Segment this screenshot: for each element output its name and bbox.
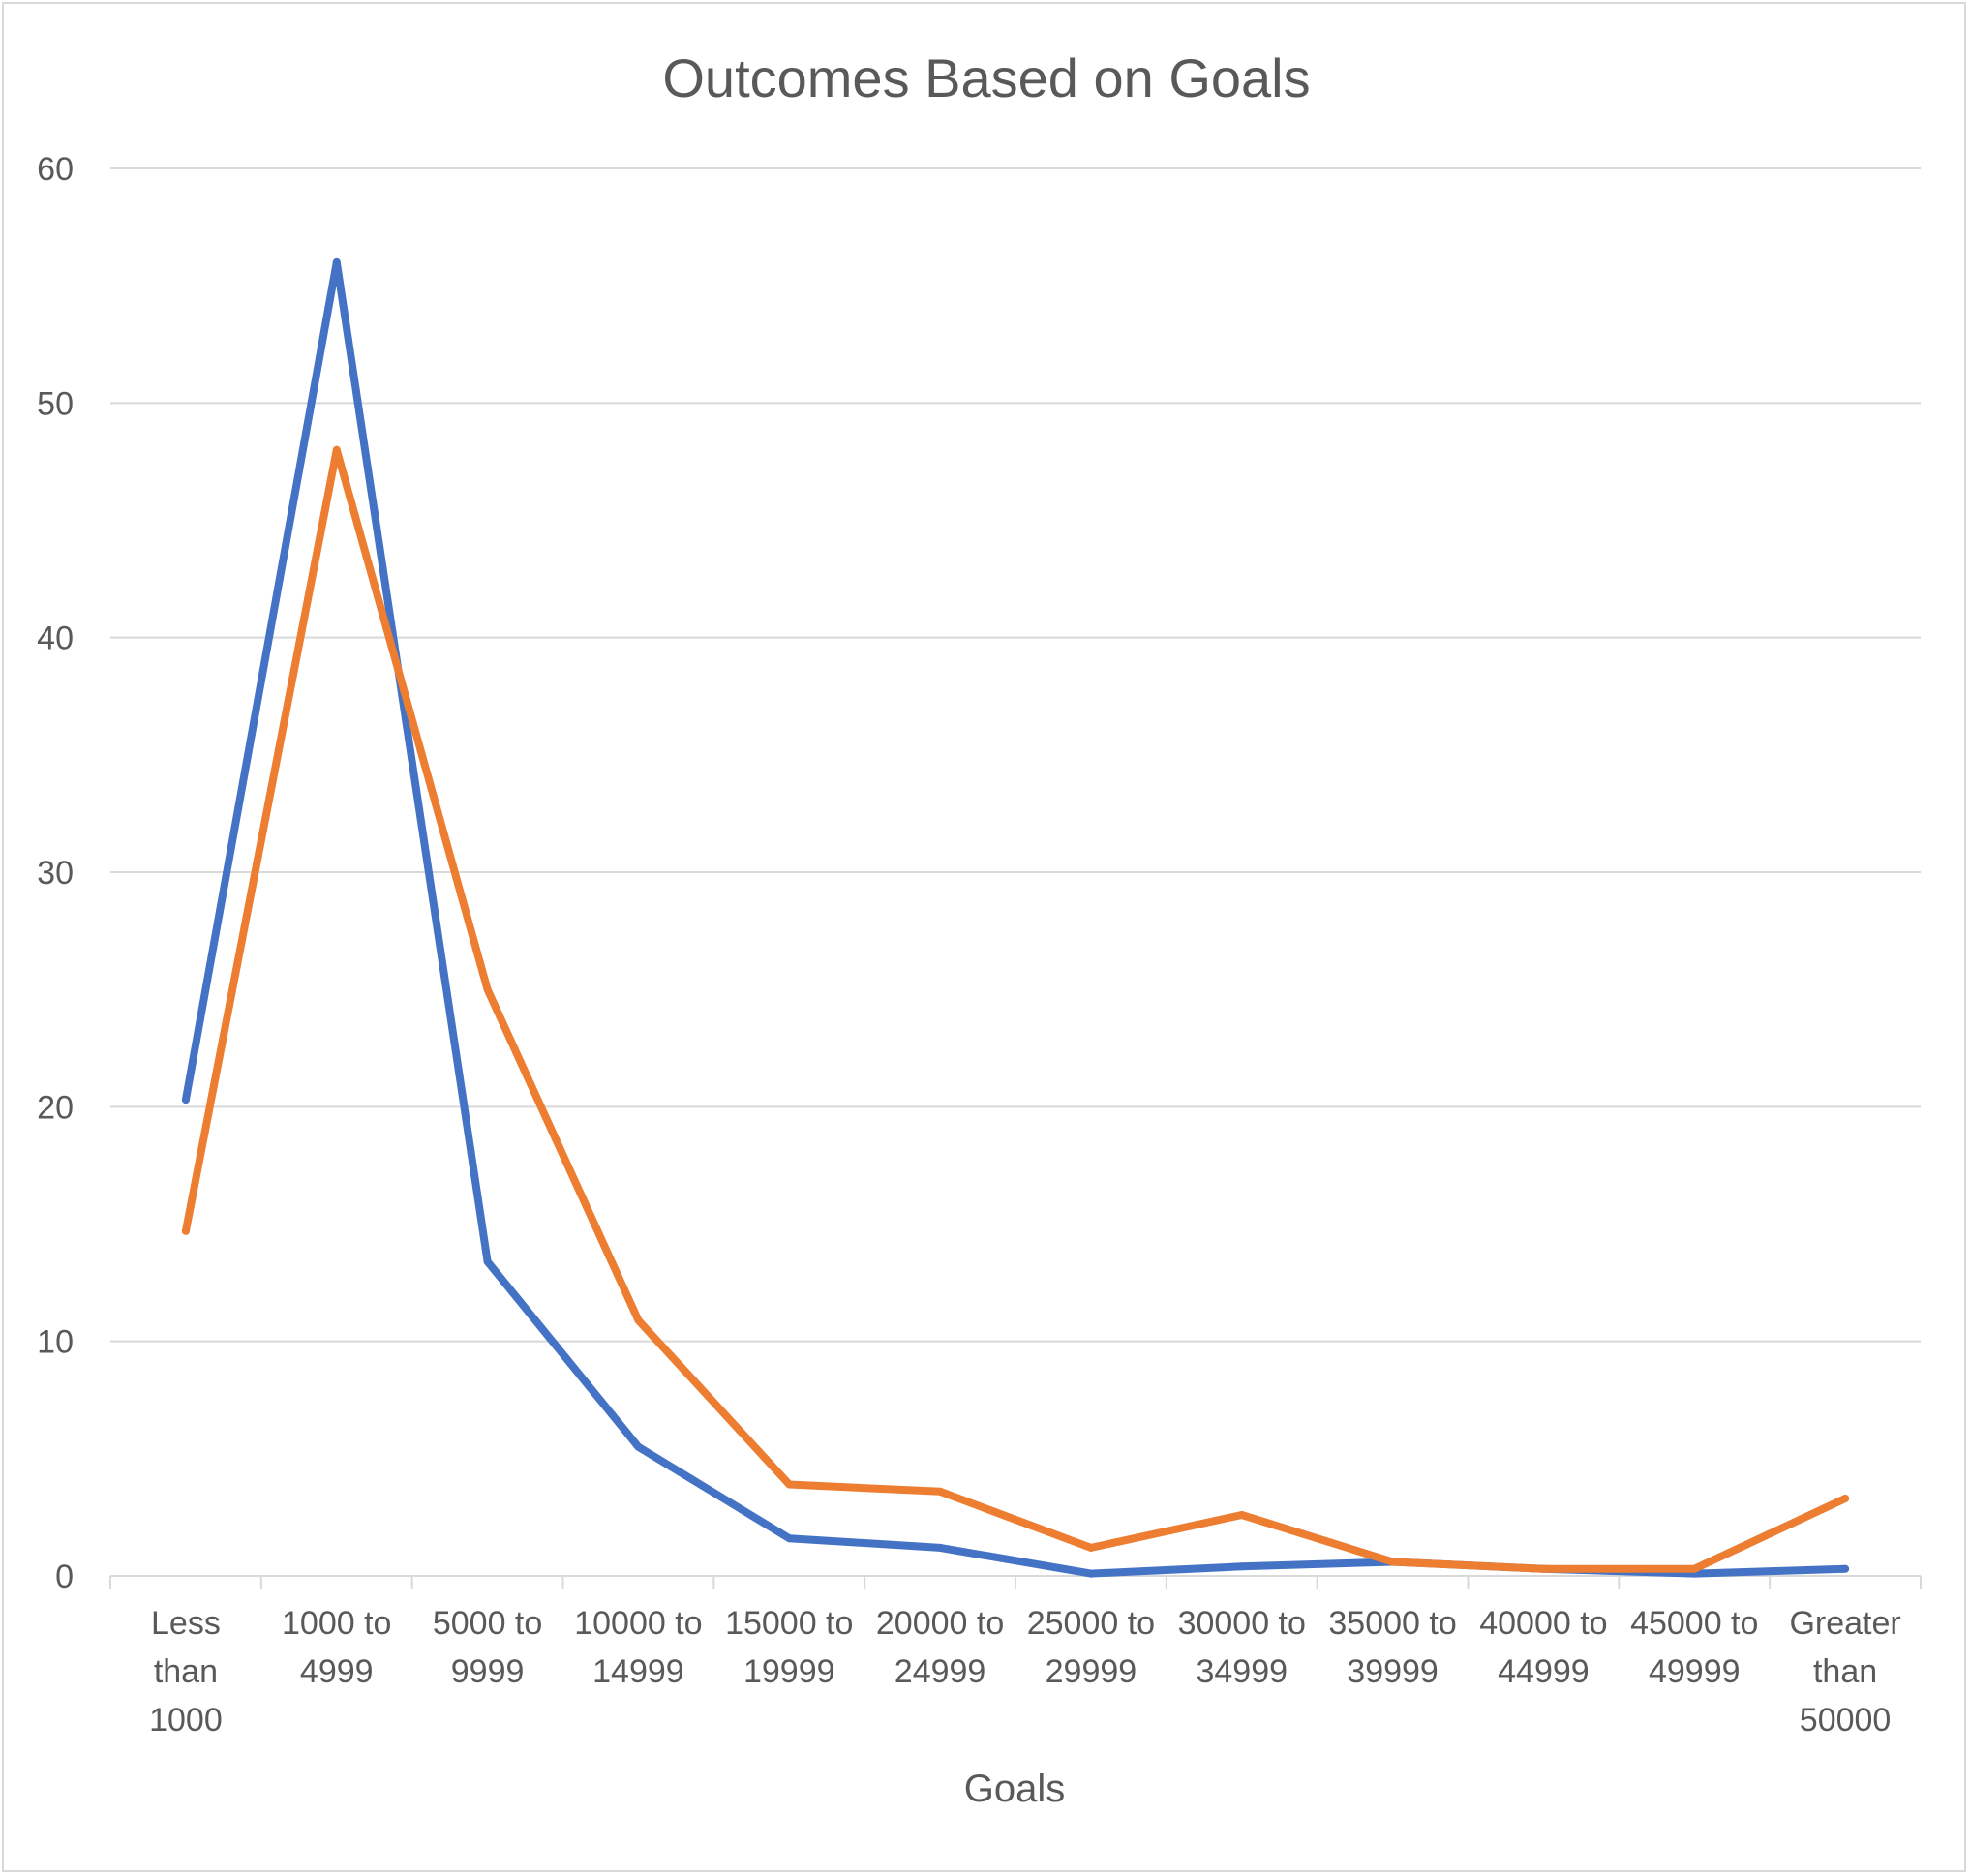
x-tick-label-line: 29999: [1046, 1653, 1137, 1690]
x-tick-label-line: than: [1813, 1653, 1877, 1690]
x-tick-label-line: 20000 to: [876, 1605, 1004, 1642]
x-tick-label-line: 9999: [451, 1653, 525, 1690]
x-tick-label-line: than: [154, 1653, 218, 1690]
data-point: [936, 1487, 945, 1496]
y-tick-label: 10: [37, 1324, 74, 1361]
data-point: [1237, 1562, 1246, 1571]
gridlines: [110, 167, 1921, 1343]
x-tick-label: 5000 to 9999: [433, 1605, 542, 1690]
x-tick-label: Greater than 50000: [1789, 1605, 1900, 1739]
x-tick-label: Less than 1000: [149, 1605, 223, 1739]
x-tick-label-line: 19999: [743, 1653, 835, 1690]
x-tick-label-line: 24999: [894, 1653, 986, 1690]
y-tick-label: 0: [55, 1558, 74, 1595]
data-point: [332, 257, 341, 266]
data-point: [332, 445, 341, 454]
data-point: [634, 1442, 643, 1451]
data-point: [1539, 1564, 1548, 1573]
series-line-2: [181, 445, 1850, 1573]
x-tick-label: 1000 to 4999: [282, 1605, 391, 1690]
data-point: [785, 1480, 794, 1489]
x-tick-label: 30000 to 34999: [1178, 1605, 1306, 1690]
x-tick-label: 25000 to 29999: [1027, 1605, 1155, 1690]
x-axis: [109, 1575, 1922, 1589]
x-tick-label: 45000 to 49999: [1630, 1605, 1758, 1690]
x-tick-label-line: 4999: [300, 1653, 374, 1690]
series-lines: [181, 257, 1850, 1578]
x-tick-label-line: 1000 to: [282, 1605, 391, 1642]
data-point: [1388, 1558, 1397, 1566]
data-point: [181, 1096, 190, 1104]
x-tick-label-line: 35000 to: [1328, 1605, 1456, 1642]
chart-title: Outcomes Based on Goals: [662, 47, 1310, 108]
y-tick-label: 30: [37, 855, 74, 892]
data-point: [936, 1543, 945, 1552]
x-tick-label-line: 5000 to: [433, 1605, 542, 1642]
x-tick-label-line: 14999: [592, 1653, 684, 1690]
x-tick-label-line: 40000 to: [1479, 1605, 1607, 1642]
x-tick-label: 35000 to 39999: [1328, 1605, 1456, 1690]
x-tick-label: 15000 to 19999: [725, 1605, 853, 1690]
x-tick-label-line: 39999: [1347, 1653, 1439, 1690]
x-tick-label-line: 34999: [1196, 1653, 1288, 1690]
data-point: [181, 1226, 190, 1235]
y-axis-tick-labels: 0 10 20 30 40 50 60: [37, 151, 74, 1595]
x-tick-label-line: 25000 to: [1027, 1605, 1155, 1642]
x-tick-label-line: 15000 to: [725, 1605, 853, 1642]
y-tick-label: 40: [37, 620, 74, 657]
line-chart: Outcomes Based on Goals 0 10 20 30 40 50 60 Le…: [37, 47, 1922, 1810]
x-tick-label: 20000 to 24999: [876, 1605, 1004, 1690]
data-point: [483, 1257, 492, 1266]
x-tick-label-line: Greater: [1789, 1605, 1900, 1642]
x-axis-title: Goals: [964, 1768, 1066, 1810]
data-point: [483, 985, 492, 994]
y-tick-label: 60: [37, 151, 74, 188]
data-point: [1086, 1569, 1095, 1578]
data-point: [1841, 1564, 1850, 1573]
x-tick-label: 10000 to 14999: [574, 1605, 702, 1690]
x-tick-label-line: 10000 to: [574, 1605, 702, 1642]
data-point: [785, 1534, 794, 1543]
x-tick-label-line: Less: [151, 1605, 221, 1642]
y-tick-label: 50: [37, 385, 74, 422]
data-point: [1841, 1495, 1850, 1503]
y-tick-label: 20: [37, 1089, 74, 1126]
x-tick-label-line: 50000: [1800, 1702, 1892, 1739]
series-line-1: [181, 257, 1850, 1578]
data-point: [634, 1316, 643, 1324]
x-tick-label-line: 1000: [149, 1702, 223, 1739]
data-point: [1237, 1510, 1246, 1519]
data-point: [1086, 1543, 1095, 1552]
x-tick-label-line: 44999: [1498, 1653, 1590, 1690]
x-axis-tick-labels: Less than 1000 1000 to 4999 5000 to 9999 10000 …: [149, 1605, 1901, 1739]
x-tick-label-line: 45000 to: [1630, 1605, 1758, 1642]
x-tick-label: 40000 to 44999: [1479, 1605, 1607, 1690]
x-tick-label-line: 30000 to: [1178, 1605, 1306, 1642]
data-point: [1690, 1564, 1699, 1573]
x-tick-label-line: 49999: [1649, 1653, 1741, 1690]
